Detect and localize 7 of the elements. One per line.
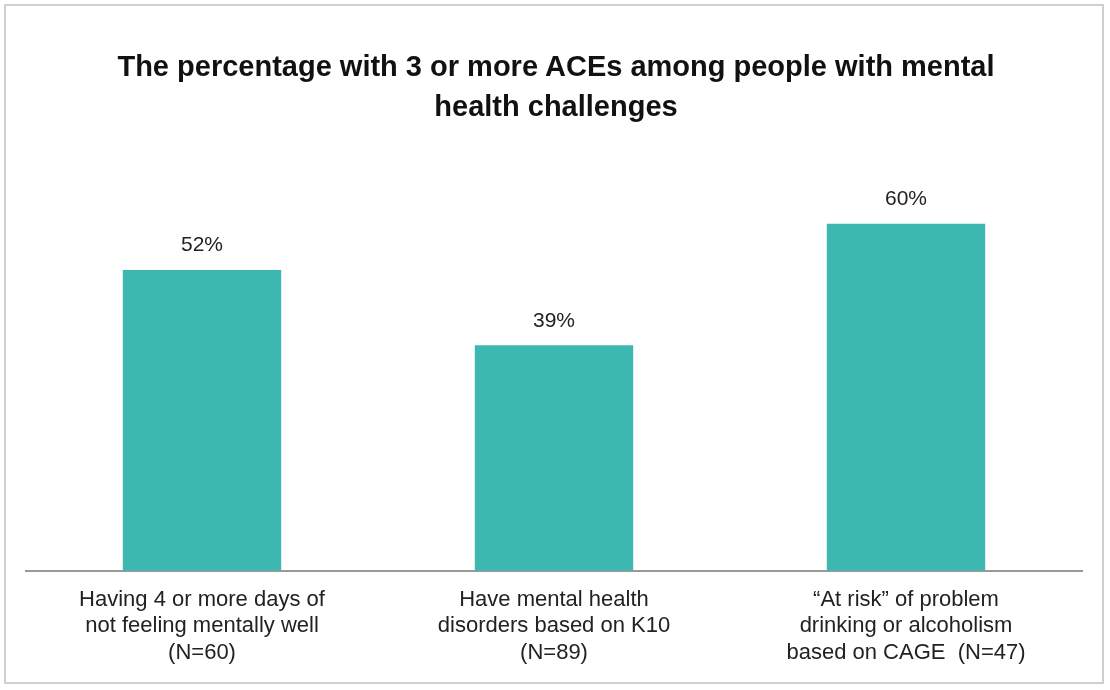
x-tick-label: Having 4 or more days of not feeling mentally well (N=60)	[79, 586, 326, 664]
data-label: 60%	[884, 186, 928, 210]
x-tick-label: “At risk” of problem drinking or alcoholism based on CAGE (N=47)	[786, 586, 1026, 664]
chart-title: The percentage with 3 or more ACEs among people with mental health challenges	[116, 49, 996, 124]
data-label: 39%	[532, 307, 576, 331]
data-label: 52%	[180, 232, 224, 256]
x-tick-label: Have mental health disorders based on K10 (N=89)	[437, 586, 671, 664]
